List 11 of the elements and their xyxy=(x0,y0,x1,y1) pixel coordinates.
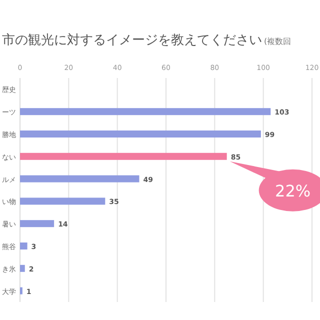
bar xyxy=(20,198,106,205)
bar xyxy=(20,242,28,250)
bar xyxy=(20,220,54,228)
chart-title: 市の観光に対するイメージを教えてください xyxy=(2,33,262,48)
bar xyxy=(20,264,25,272)
bar xyxy=(20,152,227,160)
chart-subtitle: (複数回 xyxy=(264,37,292,46)
bar xyxy=(20,175,140,182)
bar xyxy=(20,130,261,138)
bar xyxy=(20,108,271,116)
annotation: 22% xyxy=(275,181,311,200)
